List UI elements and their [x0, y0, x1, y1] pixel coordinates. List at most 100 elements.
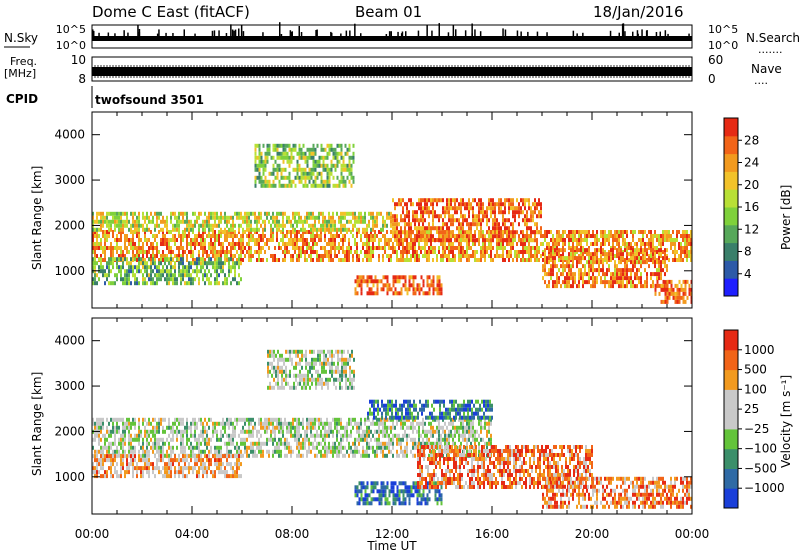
heatmap-cell: [316, 143, 319, 148]
heatmap-cell: [296, 258, 298, 262]
heatmap-cell: [216, 449, 218, 454]
heatmap-cell: [490, 250, 492, 254]
heatmap-cell: [310, 175, 313, 180]
heatmap-cell: [670, 238, 672, 242]
heatmap-cell: [584, 248, 586, 253]
heatmap-cell: [306, 163, 309, 168]
nsky-spike: [298, 26, 300, 37]
heatmap-cell: [244, 230, 246, 234]
heatmap-cell: [688, 283, 691, 288]
heatmap-cell: [412, 242, 414, 246]
heatmap-cell: [120, 437, 122, 442]
heatmap-cell: [362, 219, 364, 224]
heatmap-cell: [178, 453, 180, 458]
heatmap-cell: [596, 248, 598, 253]
heatmap-cell: [690, 242, 692, 246]
heatmap-cell: [320, 155, 323, 160]
heatmap-cell: [320, 223, 322, 228]
heatmap-cell: [414, 238, 416, 242]
heatmap-cell: [520, 210, 522, 215]
heatmap-cell: [278, 167, 281, 172]
heatmap-cell: [118, 227, 120, 232]
heatmap-cell: [448, 242, 450, 246]
heatmap-cell: [280, 230, 282, 234]
heatmap-cell: [224, 215, 226, 220]
heatmap-cell: [298, 230, 300, 234]
heatmap-cell: [182, 277, 184, 282]
heatmap-cell: [616, 264, 618, 269]
heatmap-cell: [384, 250, 386, 254]
heatmap-cell: [328, 211, 330, 216]
heatmap-cell: [258, 179, 261, 184]
heatmap-cell: [334, 167, 337, 172]
heatmap-cell: [336, 143, 339, 148]
heatmap-cell: [154, 445, 156, 450]
heatmap-cell: [152, 261, 154, 266]
heatmap-cell: [148, 433, 150, 438]
heatmap-cell: [148, 453, 150, 458]
heatmap-cell: [242, 238, 244, 242]
heatmap-cell: [122, 250, 124, 254]
heatmap-cell: [202, 250, 204, 254]
heatmap-cell: [264, 441, 266, 446]
heatmap-cell: [680, 246, 682, 250]
heatmap-cell: [530, 210, 532, 215]
heatmap-cell: [552, 246, 554, 250]
heatmap-cell: [296, 211, 298, 216]
heatmap-cell: [134, 425, 136, 430]
heatmap-cell: [380, 211, 382, 216]
heatmap-cell: [292, 147, 295, 152]
heatmap-cell: [128, 421, 130, 426]
heatmap-cell: [198, 257, 200, 262]
heatmap-cell: [388, 287, 391, 292]
heatmap-cell: [672, 230, 674, 234]
heatmap-cell: [672, 242, 674, 246]
heatmap-cell: [640, 264, 642, 269]
heatmap-cell: [664, 264, 666, 269]
heatmap-cell: [604, 242, 606, 246]
heatmap-cell: [468, 214, 470, 219]
heatmap-cell: [492, 230, 494, 234]
heatmap-cell: [278, 211, 280, 216]
heatmap-cell: [504, 222, 506, 227]
heatmap-cell: [644, 260, 646, 265]
heatmap-cell: [620, 272, 622, 277]
heatmap-cell: [178, 273, 180, 278]
heatmap-cell: [306, 215, 308, 220]
heatmap-cell: [116, 219, 118, 224]
heatmap-cell: [558, 230, 560, 234]
heatmap-cell: [210, 437, 212, 442]
heatmap-cell: [158, 441, 160, 446]
heatmap-cell: [306, 246, 308, 250]
heatmap-cell: [622, 272, 624, 277]
heatmap-cell: [320, 246, 322, 250]
heatmap-cell: [418, 222, 420, 227]
heatmap-cell: [548, 254, 550, 258]
heatmap-cell: [546, 242, 548, 246]
heatmap-cell: [436, 202, 438, 207]
heatmap-cell: [94, 227, 96, 232]
heatmap-cell: [134, 449, 136, 454]
heatmap-cell: [274, 445, 276, 450]
heatmap-cell: [142, 227, 144, 232]
heatmap-cell: [288, 175, 291, 180]
heatmap-cell: [484, 254, 486, 258]
nsky-spike: [233, 30, 235, 37]
heatmap-cell: [120, 257, 122, 262]
heatmap-cell: [278, 242, 280, 246]
heatmap-cell: [298, 449, 300, 454]
heatmap-cell: [682, 258, 684, 262]
heatmap-cell: [552, 254, 554, 258]
heatmap-cell: [370, 279, 373, 284]
heatmap-cell: [584, 264, 586, 269]
nsky-spike: [655, 32, 658, 37]
heatmap-cell: [510, 230, 512, 235]
heatmap-cell: [398, 291, 401, 296]
heatmap-cell: [180, 219, 182, 224]
heatmap-cell: [504, 246, 506, 250]
heatmap-cell: [340, 246, 342, 250]
heatmap-cell: [308, 425, 310, 430]
heatmap-cell: [304, 437, 306, 442]
heatmap-cell: [652, 284, 654, 289]
heatmap-cell: [308, 417, 310, 422]
